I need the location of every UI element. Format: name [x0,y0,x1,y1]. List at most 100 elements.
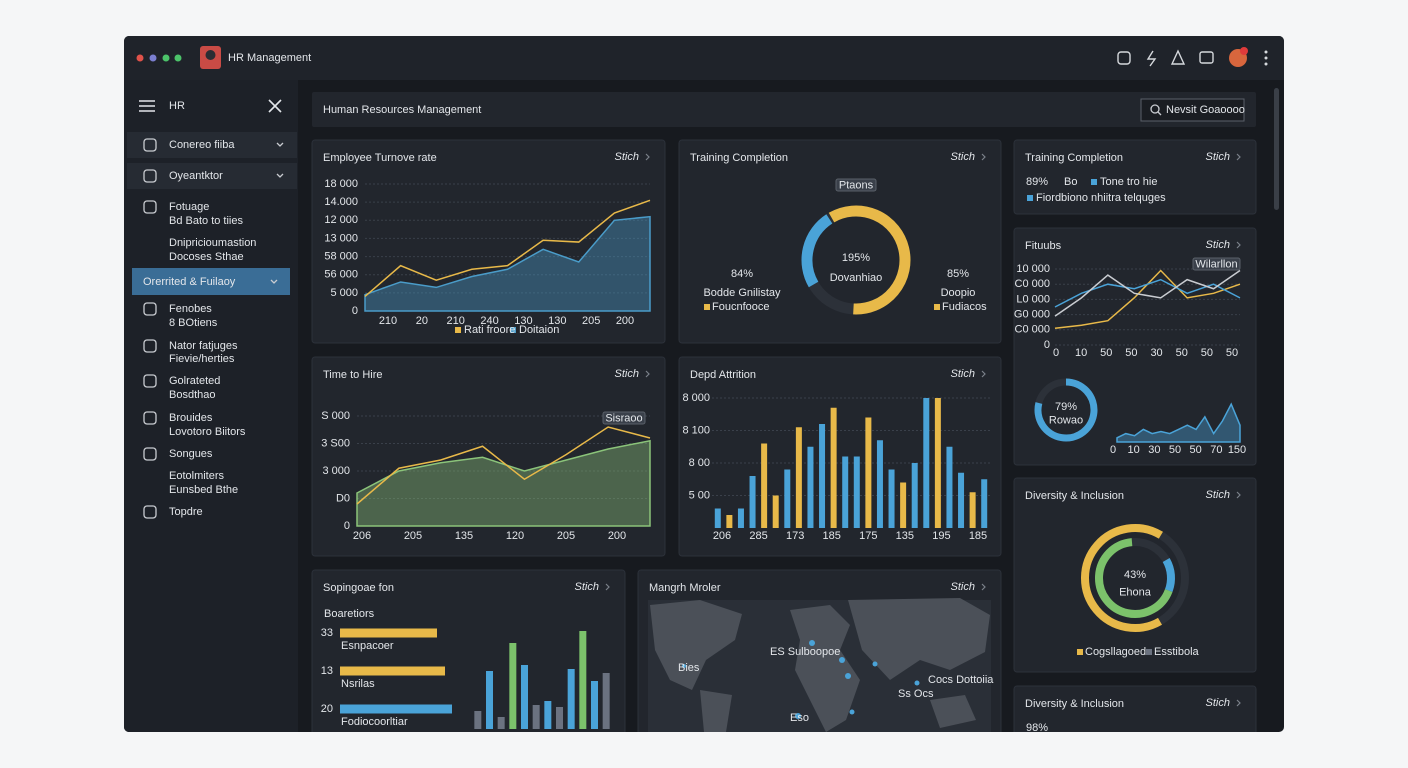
y-tick-label: 10 000 [1016,263,1050,275]
panel [678,139,1002,344]
x-tick-label: 205 [557,530,575,542]
link-chevron[interactable] [1236,699,1241,707]
menu-label[interactable]: Dnipricioumastion [169,237,256,249]
menu-label[interactable]: Orerrited & Fuilaoy [143,276,236,288]
menu-label[interactable]: Conereo fiiba [169,139,235,151]
link-chevron[interactable] [645,370,650,378]
menu-label[interactable]: Nator fatjuges [169,340,238,352]
link-chevron[interactable] [981,370,986,378]
header-bar [312,92,1256,127]
menu-row[interactable] [127,163,297,189]
icon[interactable] [1199,51,1214,64]
panel-link[interactable]: Stich [1206,697,1230,709]
avatar-face [205,50,216,60]
legend-swatch [1077,649,1083,655]
panel-title: Employee Turnove rate [323,152,437,164]
panel-link[interactable]: Stich [951,151,975,163]
y-tick-label: 5 00 [689,489,710,501]
tag-label: Sisraoo [605,412,642,424]
bar [876,440,883,528]
panel-link[interactable]: Stich [575,581,599,593]
search-text[interactable]: Nevsit Goaoooo [1166,104,1245,116]
y-tick-label: G0 000 [1014,309,1050,321]
y-tick-label: 18 000 [324,178,358,190]
icon[interactable] [1117,51,1131,65]
gauge-segment [828,205,911,315]
link-chevron[interactable] [1236,153,1241,161]
menu-label[interactable]: Fenobes [169,303,212,315]
panel-link[interactable]: Stich [615,368,639,380]
x-tick-label: 150 [1228,444,1246,456]
menu-label[interactable]: Fotuage [169,201,209,213]
bar [958,472,965,528]
tag [602,411,646,425]
legend-swatch [1027,195,1033,201]
bar [923,398,930,528]
bar [497,717,505,729]
panel-title: Diversity & Inclusion [1025,698,1124,710]
toolbar-icons[interactable] [1117,49,1214,67]
x-tick-label: 0 [1110,444,1116,456]
menu-label[interactable]: Eotolmiters [169,470,225,482]
hbar [340,628,437,638]
y-tick-label: C0 000 [1015,324,1050,336]
menu-label[interactable]: Oyeantktor [169,170,223,182]
menu[interactable] [1264,50,1268,66]
menu-icon [143,505,157,519]
search-box[interactable] [1140,98,1245,122]
icon[interactable] [1170,49,1186,65]
menu-label[interactable]: Songues [169,448,213,460]
y-tick-label: 0 [1044,339,1050,351]
y-tick-label: 8 000 [682,392,710,404]
y-tick-label: 3 S00 [321,437,350,449]
tag-label: Ptaons [839,179,874,191]
map-label: ES Sulboopoe [770,646,840,658]
line [1054,278,1241,308]
x-tick-label: 175 [859,530,877,542]
x-tick-label: 10 [1075,347,1087,359]
panel-link[interactable]: Stich [951,581,975,593]
link-chevron[interactable] [1236,491,1241,499]
side-caption: Bodde Gnilistay [703,287,781,299]
panel [311,139,666,344]
active-item[interactable] [132,268,290,295]
y-tick-label: D0 [336,492,350,504]
bar [474,711,482,729]
icon[interactable] [1146,50,1157,67]
bar [900,482,907,528]
y-tick-label: 12 000 [324,214,358,226]
menu-label[interactable]: Topdre [169,506,203,518]
hamburger[interactable] [139,100,155,112]
panel-title: Mangrh Mroler [649,582,721,594]
link-chevron[interactable] [1236,241,1241,249]
row-label: 33 [321,627,333,639]
menu-label[interactable]: Golrateted [169,375,220,387]
legend-swatch [510,327,516,333]
panel-link[interactable]: Stich [1206,489,1230,501]
area [1116,402,1241,443]
menu-label[interactable]: Brouides [169,412,213,424]
bar [532,705,540,729]
x-tick-label: 200 [616,315,634,327]
legend-swatch [934,304,940,310]
bar [981,479,988,528]
link-chevron[interactable] [605,583,610,591]
donut-segment [1081,524,1163,632]
dot [136,54,144,62]
bar [888,469,895,528]
bar [842,456,849,528]
panel-link[interactable]: Stich [951,368,975,380]
x-tick-label: 50 [1125,347,1137,359]
scrollbar[interactable] [1274,88,1279,210]
panel-link[interactable]: Stich [615,151,639,163]
link-chevron[interactable] [645,153,650,161]
menu-icon [143,138,157,152]
panel-link[interactable]: Stich [1206,151,1230,163]
menu-row[interactable] [127,132,297,158]
menu-icon [143,339,157,353]
link-chevron[interactable] [981,583,986,591]
link-chevron[interactable] [981,153,986,161]
side-value: 85% [947,268,969,280]
panel-link[interactable]: Stich [1206,239,1230,251]
close[interactable] [268,99,282,113]
